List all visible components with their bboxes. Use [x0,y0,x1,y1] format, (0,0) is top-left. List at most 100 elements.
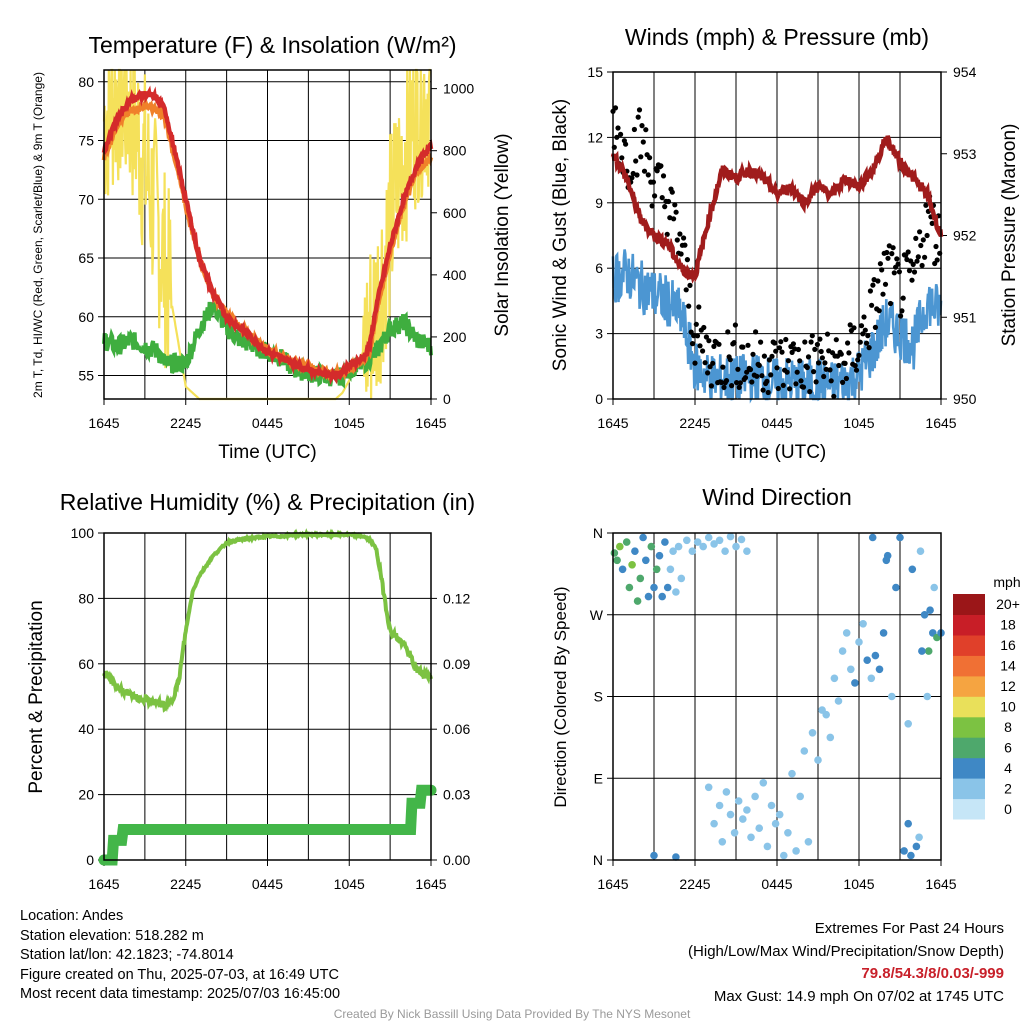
gust-point [705,370,711,376]
y2-axis-label: Station Pressure (Maroon) [999,124,1020,347]
y2-tick-label: 1000 [443,81,474,97]
chart-title: Temperature (F) & Insolation (W/m²) [88,32,456,58]
gust-point [899,308,905,314]
legend-swatch [953,614,985,636]
x-tick-label: 1045 [334,876,365,892]
gust-point [774,365,780,371]
gust-point [797,358,803,364]
x-tick-label: 1645 [88,876,119,892]
legend-swatch [953,594,985,615]
gust-point [759,373,765,379]
gust-point [845,340,851,346]
y2-tick-label: 951 [953,309,977,325]
y-tick-label: 0 [86,852,94,868]
legend-label: 12 [1000,678,1016,694]
direction-point [666,565,675,574]
direction-point [710,540,718,548]
plot-border [103,532,432,861]
direction-point [672,853,680,861]
y-tick-label: 75 [78,133,94,149]
gust-point [805,354,812,360]
gust-point [775,385,781,392]
gust-point [858,323,865,329]
gust-point [800,384,807,390]
gust-point [718,379,725,386]
y-tick-label: 80 [78,74,94,90]
gust-point [857,339,863,345]
gust-point [870,282,876,288]
gust-point [740,344,746,350]
gust-point [723,378,730,384]
gust-point [891,270,897,276]
x-tick-label: 0445 [252,876,283,892]
gust-point [790,341,797,347]
x-tick-label: 1045 [334,415,365,431]
y-tick-label: N [593,852,603,868]
direction-point [732,542,740,551]
y2-tick-label: 950 [953,391,977,407]
y2-tick-label: 0.12 [443,590,470,606]
y-tick-label: 9 [595,195,603,211]
direction-point [859,620,867,628]
gust-point [890,245,896,251]
direction-point [775,810,784,819]
gust-point [721,384,727,390]
direction-point [892,583,900,592]
legend-swatch [953,696,985,718]
direction-point [726,810,735,819]
gust-point [659,195,665,201]
gust-point [643,127,649,133]
direction-point [912,842,921,851]
gust-point [639,123,645,129]
gust-point [671,216,677,222]
gust-point [629,175,635,181]
gust-point [635,114,641,120]
y-tick-label: 70 [78,191,94,207]
station-location: Location: Andes [20,908,124,924]
station-info: Location: Andes Station elevation: 518.2… [20,907,340,1005]
gust-point [652,193,658,199]
y2-tick-label: 952 [953,228,977,244]
gust-point [833,337,839,343]
gust-point [906,268,913,274]
direction-point [930,583,938,592]
y-tick-label: S [594,689,603,705]
series-relative-humidity [102,528,433,713]
gust-point [684,257,691,263]
legend-swatch [953,675,985,697]
direction-point [647,542,656,551]
gust-point [771,340,778,346]
gust-point [754,373,760,379]
y-tick-label: 15 [587,64,603,80]
y-axis-label: 2m T, Td, HI/WC (Red, Green, Scarlet/Blu… [31,72,45,398]
gust-point [645,172,651,178]
direction-point [631,547,639,555]
direction-point [855,638,863,646]
y-tick-label: W [590,607,604,623]
gust-point [737,380,744,386]
gust-point [795,346,802,353]
direction-point [618,565,627,574]
gust-point [618,131,624,137]
x-tick-label: 1045 [843,876,874,892]
direction-point [879,629,888,637]
direction-point [625,583,634,592]
gust-point [798,378,804,384]
gust-point [917,229,923,235]
direction-point [763,842,772,851]
gust-point [660,173,667,179]
gust-point [812,346,818,352]
x-tick-label: 1645 [415,415,446,431]
direction-point [715,536,724,545]
gust-point [838,351,844,357]
direction-point [661,538,669,546]
y2-tick-label: 954 [953,64,977,80]
direction-point [900,847,908,855]
legend-swatch [953,798,985,820]
panel-4: N E S W N 1645 2245 0445 1045 1645 Wind Direction D… [551,484,1021,892]
gust-point [840,379,846,385]
direction-point [688,547,697,555]
gust-point [742,375,749,381]
